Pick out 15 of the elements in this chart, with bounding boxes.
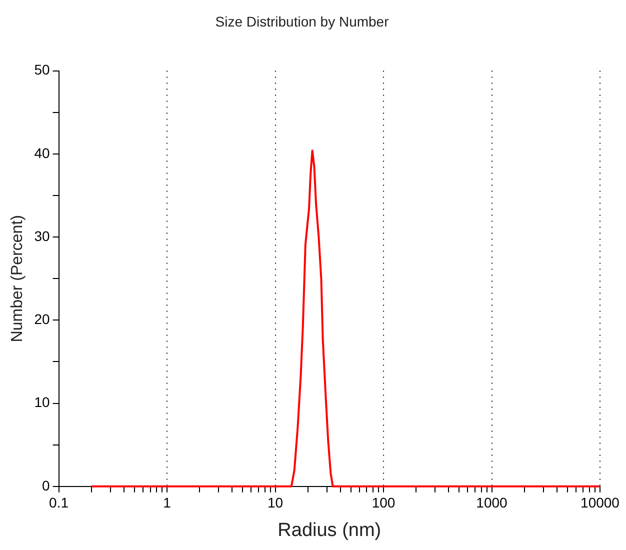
x-tick-label: 0.1: [49, 494, 69, 511]
y-tick-label: 20: [34, 311, 50, 328]
y-tick-label: 30: [34, 228, 50, 244]
x-tick-label: 10: [267, 494, 284, 511]
x-tick-label: 10000: [580, 494, 620, 511]
chart-title: Size Distribution by Number: [215, 13, 390, 30]
y-tick-label: 10: [34, 394, 50, 410]
y-tick-label: 0: [42, 477, 50, 494]
y-tick-label: 40: [34, 144, 50, 161]
x-axis-title: Radius (nm): [278, 520, 382, 541]
x-tick-label: 1000: [476, 494, 508, 511]
x-tick-label: 1: [163, 494, 172, 511]
x-tick-label: 100: [372, 494, 396, 511]
y-tick-label: 50: [34, 62, 50, 78]
y-axis-title: Number (Percent): [9, 215, 26, 342]
